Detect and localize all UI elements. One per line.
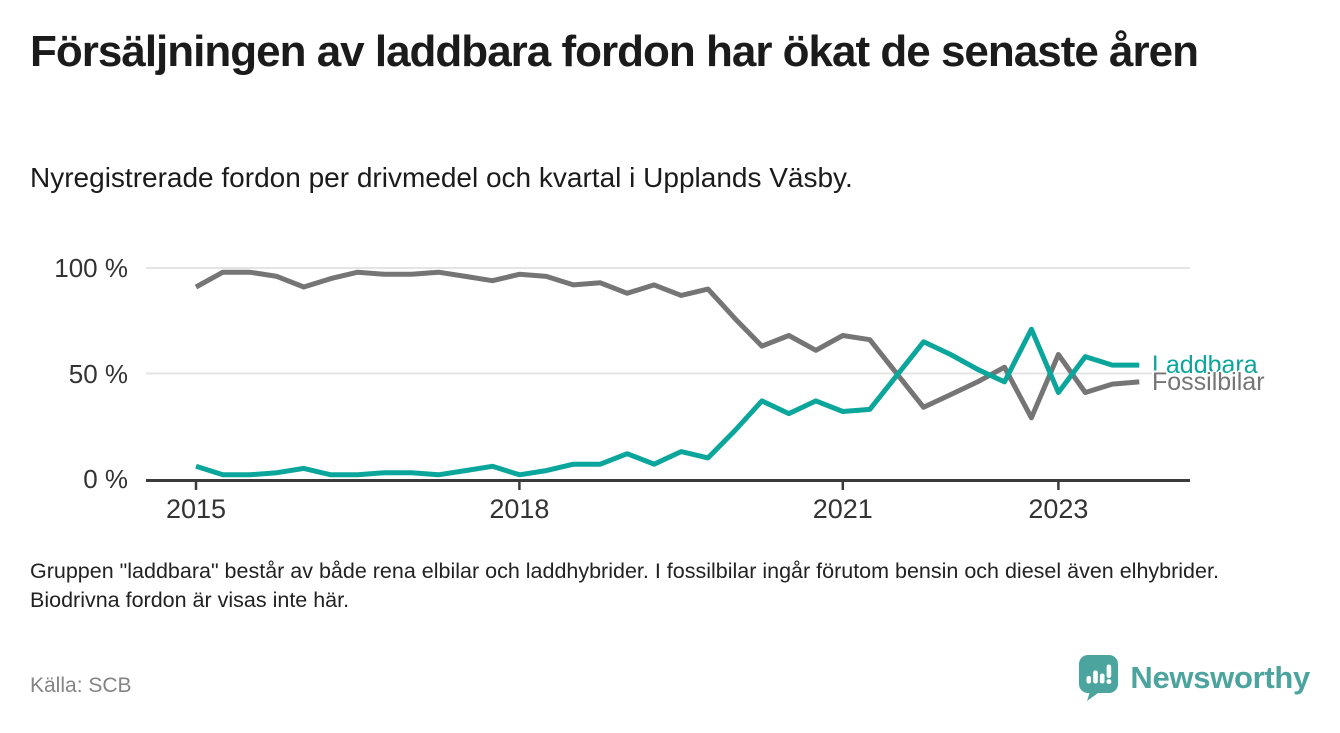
y-axis-label: 50 %	[68, 358, 128, 389]
source-label: Källa: SCB	[30, 674, 132, 697]
newsworthy-logo[interactable]: Newsworthy	[1078, 654, 1310, 701]
line-chart: Laddbara Fossilbilar 100 % 50 % 0 % 2015 201…	[0, 240, 1340, 540]
newsworthy-logo-icon	[1079, 655, 1119, 701]
line-chart-canvas	[146, 267, 1190, 490]
y-axis-label: 100 %	[54, 253, 128, 283]
y-axis-label: 0 %	[83, 464, 128, 494]
chart-subtitle: Nyregistrerade fordon per drivmedel och …	[30, 162, 853, 193]
series-line-laddbara	[195, 326, 1140, 478]
legend-label-laddbara: Laddbara	[1152, 351, 1258, 380]
legend-label-fossilbilar: Fossilbilar	[1152, 367, 1265, 396]
x-axis-label: 2015	[165, 494, 227, 524]
newsworthy-logo-text: Newsworthy	[1130, 659, 1310, 695]
footnote: Gruppen "laddbara" består av både rena e…	[30, 559, 1219, 612]
x-axis-label: 2021	[812, 494, 873, 524]
chart-title: Försäljningen av laddbara fordon har öka…	[30, 27, 1199, 76]
x-axis-label: 2023	[1028, 494, 1089, 524]
series-line-fossilbilar	[194, 269, 1140, 421]
x-axis-label: 2018	[489, 494, 550, 524]
